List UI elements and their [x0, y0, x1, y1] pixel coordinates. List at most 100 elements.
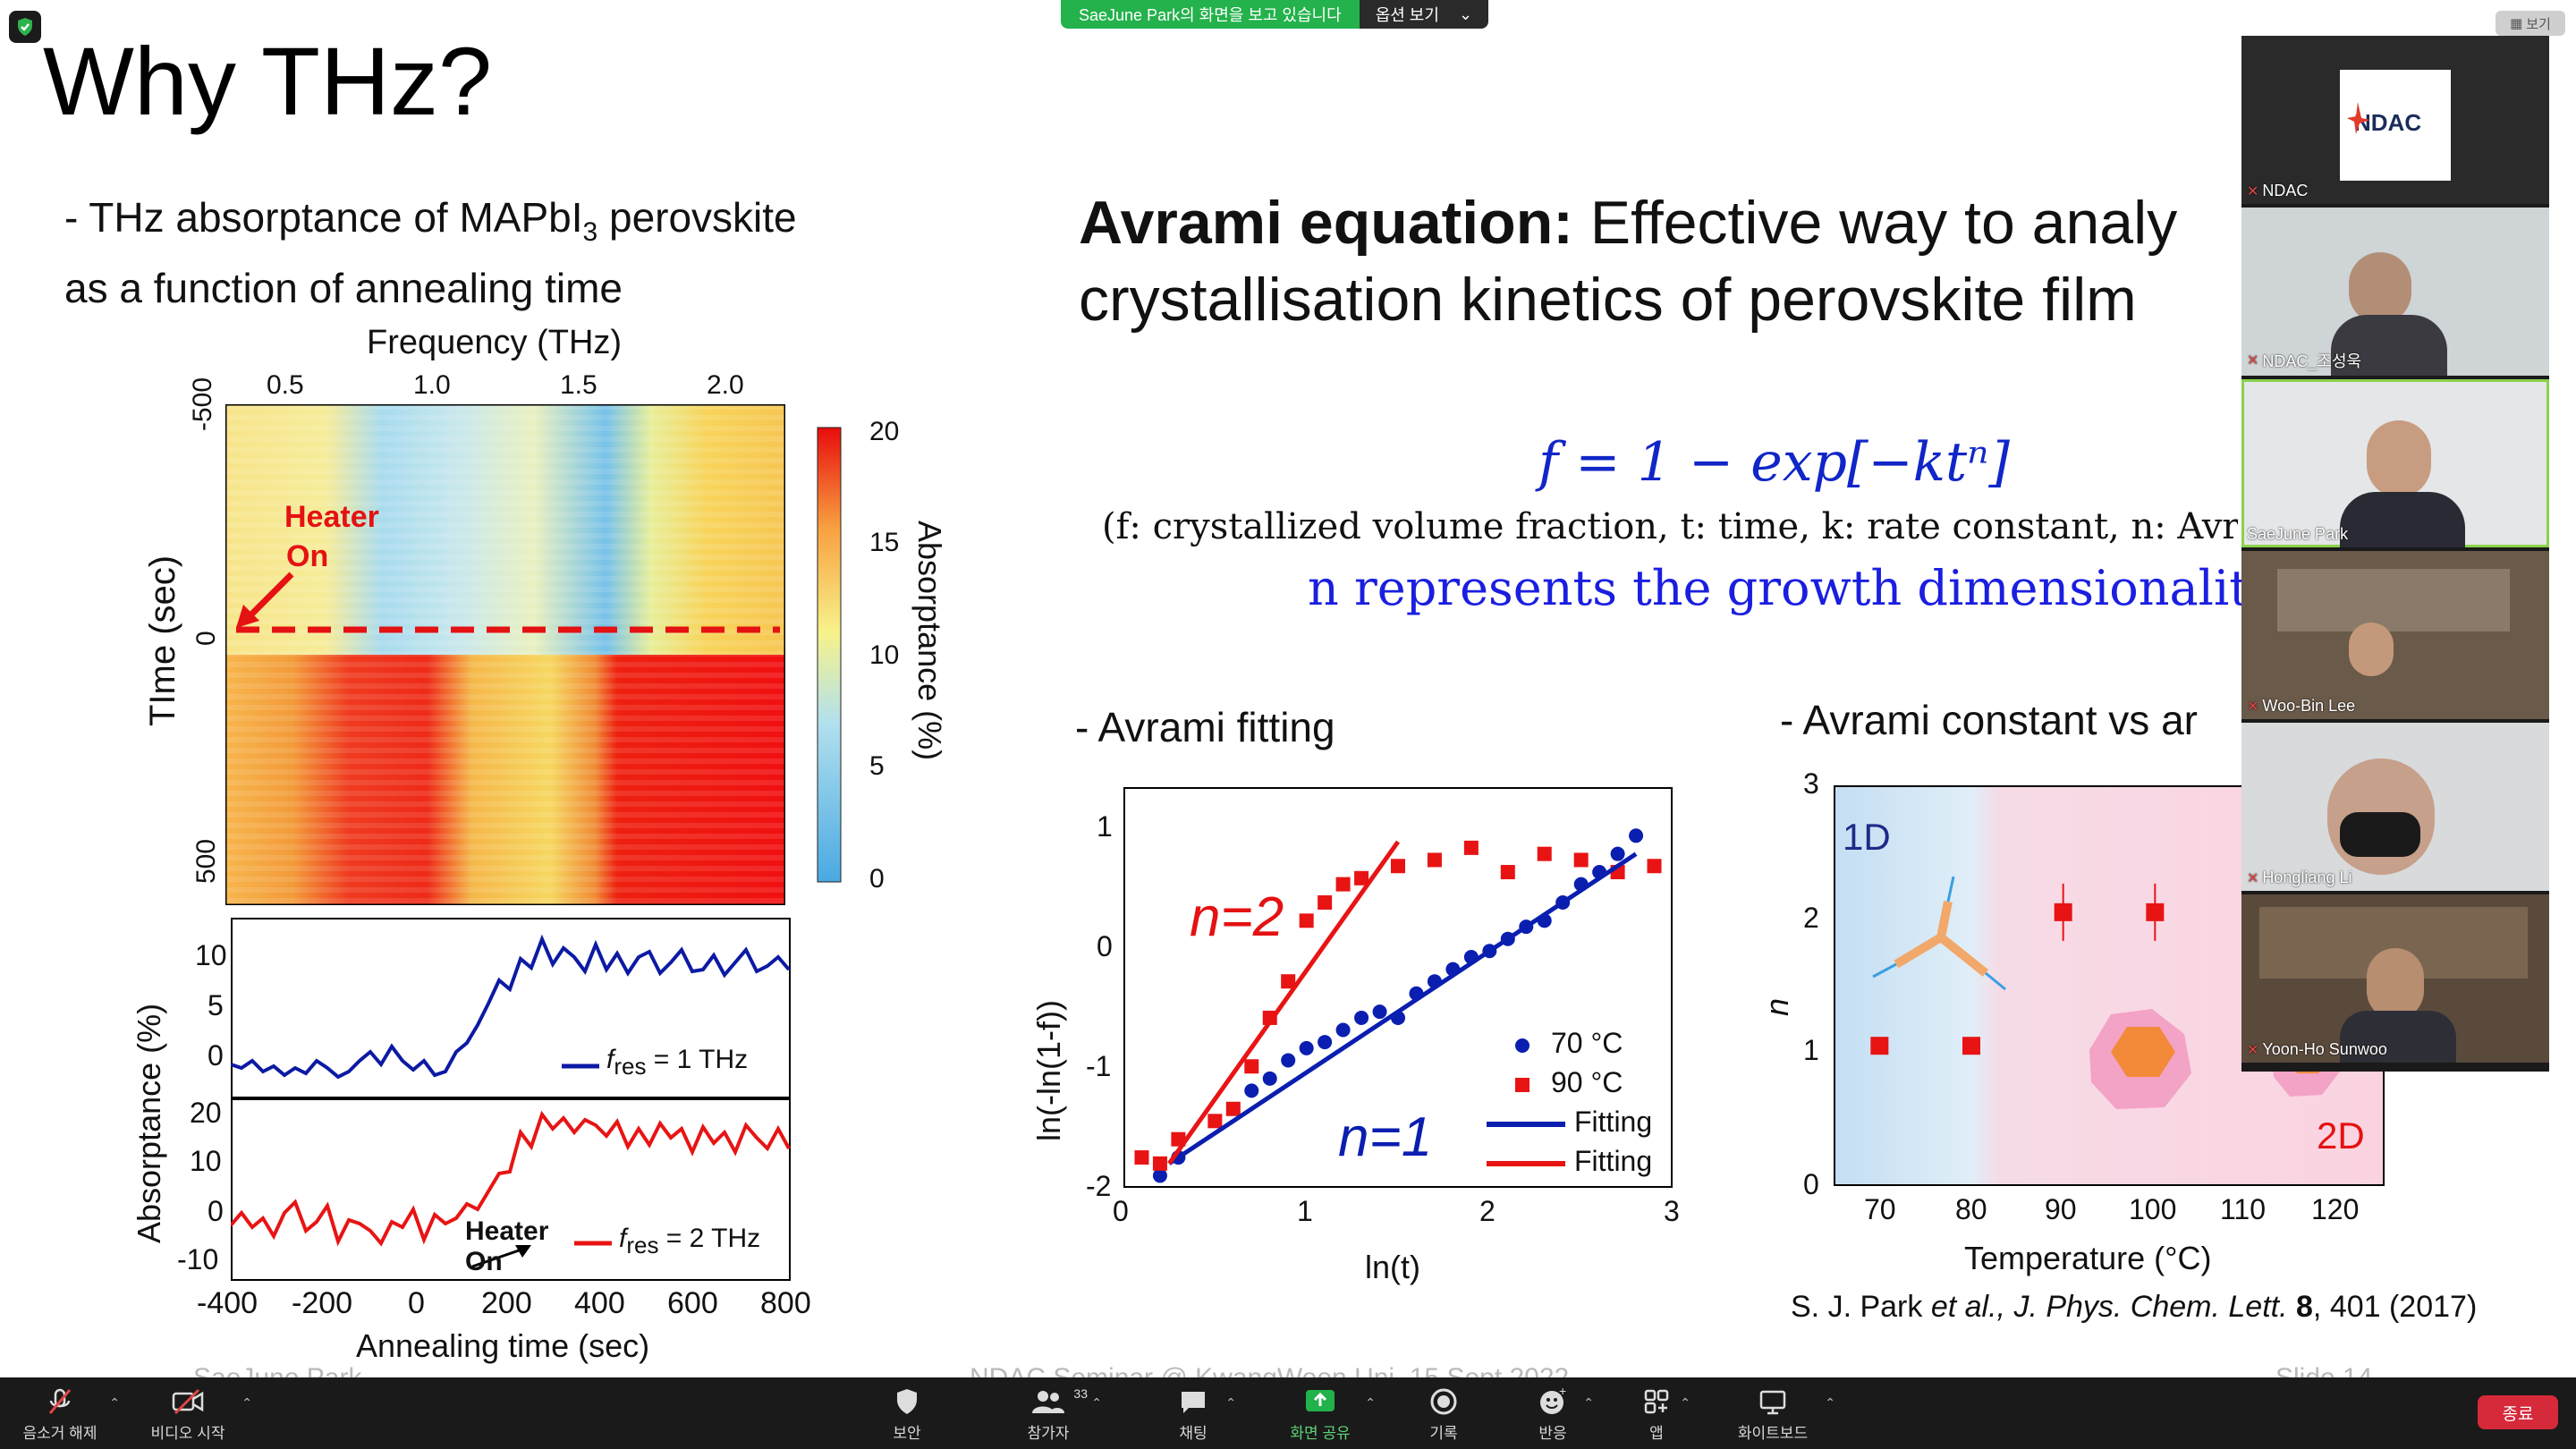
- participant-tile-5[interactable]: ✕ Hongliang Li: [2241, 723, 2549, 891]
- participants-label: 참가자: [1027, 1424, 1070, 1442]
- chevron-up-icon[interactable]: ⌃: [1583, 1395, 1594, 1410]
- security-badge[interactable]: [9, 11, 41, 43]
- trace-2thz-line: [231, 1110, 791, 1247]
- fitting-legend-lines: Fitting Fitting: [1487, 1102, 1652, 1181]
- avrami-constant-label: - Avrami constant vs ar: [1780, 697, 2198, 743]
- legend-fit-red-line: [1487, 1160, 1565, 1166]
- end-meeting-button[interactable]: 종료: [2478, 1395, 2558, 1429]
- participant-body: [2340, 492, 2465, 547]
- const-xtick-110: 110: [2220, 1193, 2267, 1225]
- fit-xtick-1: 1: [1297, 1195, 1313, 1227]
- view-options-button[interactable]: 옵션 보기 ⌄: [1359, 0, 1489, 29]
- point-90c-8: [1299, 913, 1314, 928]
- participant-face: [2367, 948, 2424, 1020]
- mic-muted-icon: [48, 1388, 72, 1414]
- record-icon: [1430, 1388, 1457, 1414]
- participant-name-text: Hongliang Li: [2262, 869, 2352, 886]
- point-90c-4: [1225, 1101, 1241, 1116]
- point-70c-4: [1281, 1053, 1296, 1068]
- legend-fit-blue: Fitting: [1487, 1102, 1652, 1141]
- trace-x-axis-label: Annealing time (sec): [356, 1327, 650, 1364]
- participant-name-text: Yoon-Ho Sunwoo: [2262, 1040, 2387, 1058]
- apps-icon: [1644, 1389, 1669, 1413]
- participant-tile-4[interactable]: ✕ Woo-Bin Lee: [2241, 551, 2549, 719]
- time-trace-plots: [231, 918, 791, 1281]
- heater-on-line2: On: [286, 539, 329, 573]
- view-button[interactable]: ▦ 보기: [2496, 11, 2565, 36]
- shared-slide: Why THz? - THz absorptance of MAPbI3 per…: [43, 27, 2478, 1393]
- trace-bottom-ytick-minus10: -10: [177, 1243, 219, 1275]
- point-70c-5: [1299, 1040, 1314, 1055]
- point-90c-7: [1281, 974, 1296, 989]
- point-90c-11: [1354, 870, 1369, 886]
- participants-button[interactable]: 참가자 33 ⌃: [1014, 1383, 1102, 1445]
- n1-annotation: n=1: [1338, 1106, 1433, 1168]
- legend-90-label: 90 °C: [1551, 1066, 1623, 1098]
- chevron-up-icon[interactable]: ⌃: [1091, 1395, 1102, 1410]
- participant-tile-ndac[interactable]: NDAC ✕ NDAC: [2241, 36, 2549, 204]
- start-video-button[interactable]: 비디오 시작 ⌃: [143, 1383, 252, 1445]
- screen-share-banner: SaeJune Park의 화면을 보고 있습니다 옵션 보기 ⌄: [1061, 0, 1489, 29]
- colorbar-tick-15: 15: [869, 528, 900, 557]
- unmute-button[interactable]: 음소거 해제 ⌃: [20, 1383, 120, 1445]
- chevron-up-icon[interactable]: ⌃: [1680, 1395, 1690, 1410]
- participant-tile-6[interactable]: ✕ Yoon-Ho Sunwoo: [2241, 894, 2549, 1063]
- trace-2thz-legend-val: = 2 THz: [658, 1224, 761, 1253]
- participant-face: [2367, 420, 2431, 497]
- trace-1thz-legend: fres = 1 THz: [606, 1045, 748, 1080]
- colorbar-label: Absorptance (%): [911, 521, 948, 761]
- share-screen-icon: [1306, 1389, 1335, 1411]
- point-90c-10: [1335, 877, 1351, 892]
- point-n-3: [2146, 902, 2165, 921]
- heater-arrow-icon: [236, 572, 294, 628]
- legend-fit-blue-line: [1487, 1121, 1565, 1127]
- heater-on-annotation: Heater On: [284, 497, 379, 576]
- share-banner-message: SaeJune Park의 화면을 보고 있습니다: [1061, 0, 1360, 29]
- left-subtitle-line1-post: perovskite: [597, 194, 797, 241]
- trace-xtick-2: -200: [292, 1286, 353, 1320]
- fit-xtick-3: 3: [1664, 1195, 1680, 1227]
- participant-name: ✕ Woo-Bin Lee: [2247, 697, 2355, 716]
- legend-70: 70 °C: [1515, 1023, 1623, 1063]
- point-70c-8: [1354, 1010, 1369, 1025]
- trace-xtick-7: 800: [760, 1286, 811, 1320]
- legend-fit-blue-label: Fitting: [1574, 1106, 1653, 1138]
- security-button[interactable]: 보안: [880, 1383, 934, 1445]
- reactions-button[interactable]: + 반응 ⌃: [1531, 1383, 1594, 1445]
- chat-button[interactable]: 채팅 ⌃: [1170, 1383, 1236, 1445]
- legend-70-marker: [1515, 1038, 1530, 1053]
- trace-xtick-4: 200: [481, 1286, 532, 1320]
- participant-name: SaeJune Park: [2247, 525, 2348, 544]
- participant-name: ✕ Hongliang Li: [2247, 869, 2351, 887]
- const-y-axis-label: n: [1758, 997, 1795, 1016]
- chevron-up-icon[interactable]: ⌃: [1825, 1395, 1835, 1410]
- view-button-label: 보기: [2526, 16, 2551, 32]
- share-label: 화면 공유: [1290, 1424, 1351, 1442]
- share-screen-button[interactable]: 화면 공유 ⌃: [1284, 1383, 1376, 1445]
- record-button[interactable]: 기록: [1424, 1383, 1463, 1445]
- participant-tile-3[interactable]: SaeJune Park: [2241, 379, 2549, 547]
- trace-2thz-legend: fres = 2 THz: [619, 1224, 760, 1259]
- participant-background: [2277, 569, 2510, 631]
- chevron-up-icon[interactable]: ⌃: [1365, 1395, 1376, 1410]
- tripod-icon: [1872, 876, 2006, 991]
- citation-etal: et al.: [1930, 1290, 1997, 1324]
- const-xtick-100: 100: [2129, 1193, 2177, 1225]
- trace-top-ytick-0: 0: [208, 1039, 224, 1072]
- chevron-up-icon[interactable]: ⌃: [1225, 1395, 1236, 1410]
- point-70c-9: [1372, 1004, 1387, 1020]
- citation-journal: , J. Phys. Chem. Lett.: [1996, 1290, 2288, 1324]
- chevron-up-icon[interactable]: ⌃: [109, 1395, 120, 1410]
- const-ytick-3: 3: [1803, 767, 1819, 800]
- heatmap-top-tick-1: 0.5: [267, 370, 304, 400]
- heatmap-left-tick-2: 0: [191, 631, 221, 646]
- whiteboard-button[interactable]: 화이트보드 ⌃: [1730, 1383, 1835, 1445]
- heatmap-top-tick-3: 1.5: [560, 370, 597, 400]
- legend-fit-red: Fitting: [1487, 1141, 1652, 1181]
- chat-label: 채팅: [1179, 1424, 1208, 1442]
- fit-x-axis-label: ln(t): [1365, 1249, 1420, 1285]
- meeting-toolbar: 음소거 해제 ⌃ 비디오 시작 ⌃ 보안 참가자 33 ⌃ 채팅 ⌃ 화면 공유…: [0, 1377, 2576, 1449]
- chevron-up-icon[interactable]: ⌃: [242, 1395, 252, 1410]
- apps-button[interactable]: 앱 ⌃: [1642, 1383, 1690, 1445]
- participant-tile-2[interactable]: ✕ NDAC_조성욱: [2241, 208, 2549, 376]
